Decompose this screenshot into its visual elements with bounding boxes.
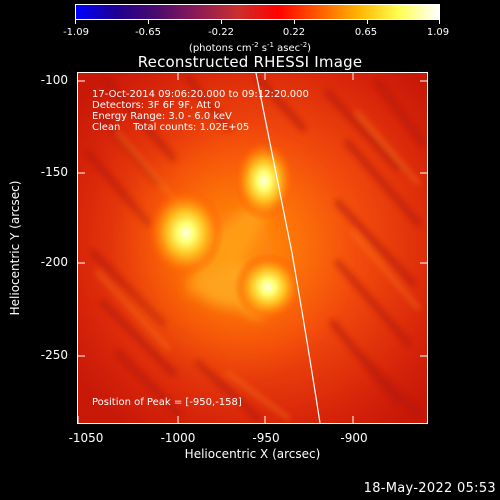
colorbar: [75, 4, 440, 20]
annotation-detectors: Detectors: 3F 6F 9F, Att 0: [92, 100, 221, 111]
y-tick-label: -150: [40, 165, 68, 179]
hxr-source-left: [148, 189, 224, 277]
annotation-energy-range: Energy Range: 3.0 - 6.0 keV: [92, 111, 232, 122]
solar-limb-line: [255, 73, 321, 423]
colorbar-tick-label: 0.65: [354, 27, 378, 38]
colorbar-tick-label: 1.09: [426, 27, 450, 38]
colorbar-tick-mark: [75, 19, 76, 24]
x-tick-label: -1000: [160, 431, 196, 445]
rhessi-image: [78, 73, 427, 423]
units-part: (photons cm: [188, 43, 252, 54]
y-tick-label: -100: [40, 73, 68, 87]
units-exponent: -1: [267, 41, 274, 49]
rhessi-image-plot: 17-Oct-2014 09:06:20.000 to 09:12:20.000…: [77, 72, 428, 424]
units-part: ): [307, 43, 312, 54]
plot-title: Reconstructed RHESSI Image: [137, 53, 363, 71]
x-axis-label: Heliocentric X (arcsec): [184, 447, 321, 461]
hxr-source-top: [234, 141, 294, 221]
units-part: s: [258, 43, 268, 54]
units-exponent: -2: [300, 41, 308, 49]
annotation-clean-counts: Clean Total counts: 1.02E+05: [92, 122, 250, 133]
y-axis-label: Heliocentric Y (arcsec): [8, 180, 22, 316]
annotation-peak-position: Position of Peak = [-950,-158]: [92, 397, 242, 408]
colorbar-tick-label: -0.22: [208, 27, 234, 38]
colorbar-tick-mark: [294, 19, 295, 24]
colorbar-tick-mark: [367, 19, 368, 24]
colorbar-tick-label: -0.65: [135, 27, 161, 38]
x-tick-label: -950: [252, 431, 280, 445]
colorbar-units: (photons cm-2 s-1 asec-2): [0, 39, 500, 55]
colorbar-tick-mark: [148, 19, 149, 24]
colorbar-tick-label: 0.22: [282, 27, 306, 38]
units-exponent: -2: [251, 41, 259, 49]
axis-ticks: [78, 73, 427, 423]
colorbar-tick-mark: [439, 19, 440, 24]
y-tick-label: -250: [40, 348, 68, 362]
colorbar-tick-mark: [221, 19, 222, 24]
y-tick-label: -200: [40, 255, 68, 269]
hxr-source-bottom: [234, 253, 302, 321]
x-tick-label: -1050: [68, 431, 104, 445]
annotation-time-range: 17-Oct-2014 09:06:20.000 to 09:12:20.000: [92, 89, 309, 100]
units-part: asec: [274, 43, 301, 54]
x-tick-label: -900: [340, 431, 368, 445]
colorbar-tick-label: -1.09: [63, 27, 89, 38]
timestamp: 18-May-2022 05:53: [363, 481, 496, 496]
